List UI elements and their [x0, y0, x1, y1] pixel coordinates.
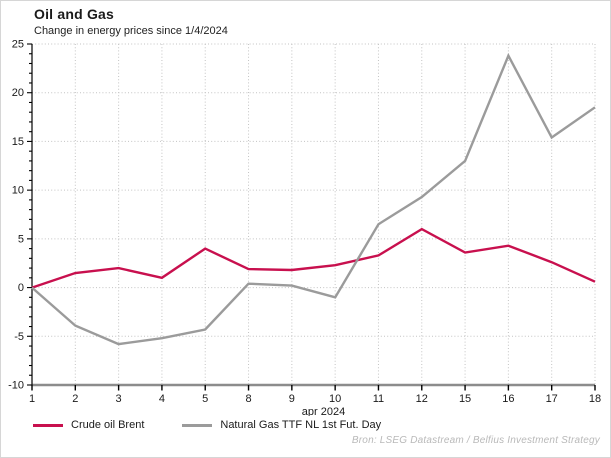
x-tick-label: 12: [416, 393, 428, 405]
natural-gas-line-swatch: [182, 423, 213, 427]
chart-subtitle: Change in energy prices since 1/4/2024: [34, 25, 228, 37]
x-tick-label: 9: [289, 393, 295, 405]
x-tick-label: 16: [502, 393, 514, 405]
x-tick-label: 3: [116, 393, 122, 405]
series-line-1: [31, 52, 596, 346]
source-attribution: Bron: LSEG Datastream / Belfius Investme…: [351, 435, 600, 446]
crude-oil-brent-line-swatch: [33, 423, 63, 427]
x-tick-label: 17: [546, 393, 558, 405]
legend-label-crude-oil-brent: Crude oil Brent: [71, 419, 145, 431]
x-tick-label: 11: [373, 393, 384, 405]
x-tick-label: 1: [29, 393, 35, 405]
x-tick-label: 5: [202, 393, 208, 405]
x-tick-label: 8: [245, 393, 251, 405]
y-tick-label: 25: [12, 39, 24, 51]
y-tick-label: 5: [18, 233, 24, 245]
y-tick-label: -5: [14, 331, 24, 343]
series-line-0: [31, 227, 596, 289]
y-tick-label: 0: [18, 282, 24, 294]
x-tick-label: 2: [72, 393, 78, 405]
x-tick-label: 10: [329, 393, 341, 405]
y-tick-label: -10: [8, 380, 24, 392]
x-tick-label: 18: [589, 393, 601, 405]
legend-item-crude-oil-brent: Crude oil Brent: [33, 419, 144, 431]
y-tick-label: 10: [12, 185, 24, 197]
y-tick-label: 20: [12, 87, 24, 99]
legend-label-natural-gas: Natural Gas TTF NL 1st Fut. Day: [220, 419, 382, 431]
x-tick-label: 15: [459, 393, 471, 405]
gridlines: [31, 43, 596, 386]
legend: Crude oil Brent Natural Gas TTF NL 1st F…: [33, 419, 381, 431]
x-tick-label: 4: [159, 393, 165, 405]
chart-title: Oil and Gas: [34, 6, 114, 22]
legend-item-natural-gas: Natural Gas TTF NL 1st Fut. Day: [182, 419, 381, 431]
y-tick-label: 15: [12, 136, 24, 148]
x-axis-title: apr 2024: [302, 406, 345, 416]
